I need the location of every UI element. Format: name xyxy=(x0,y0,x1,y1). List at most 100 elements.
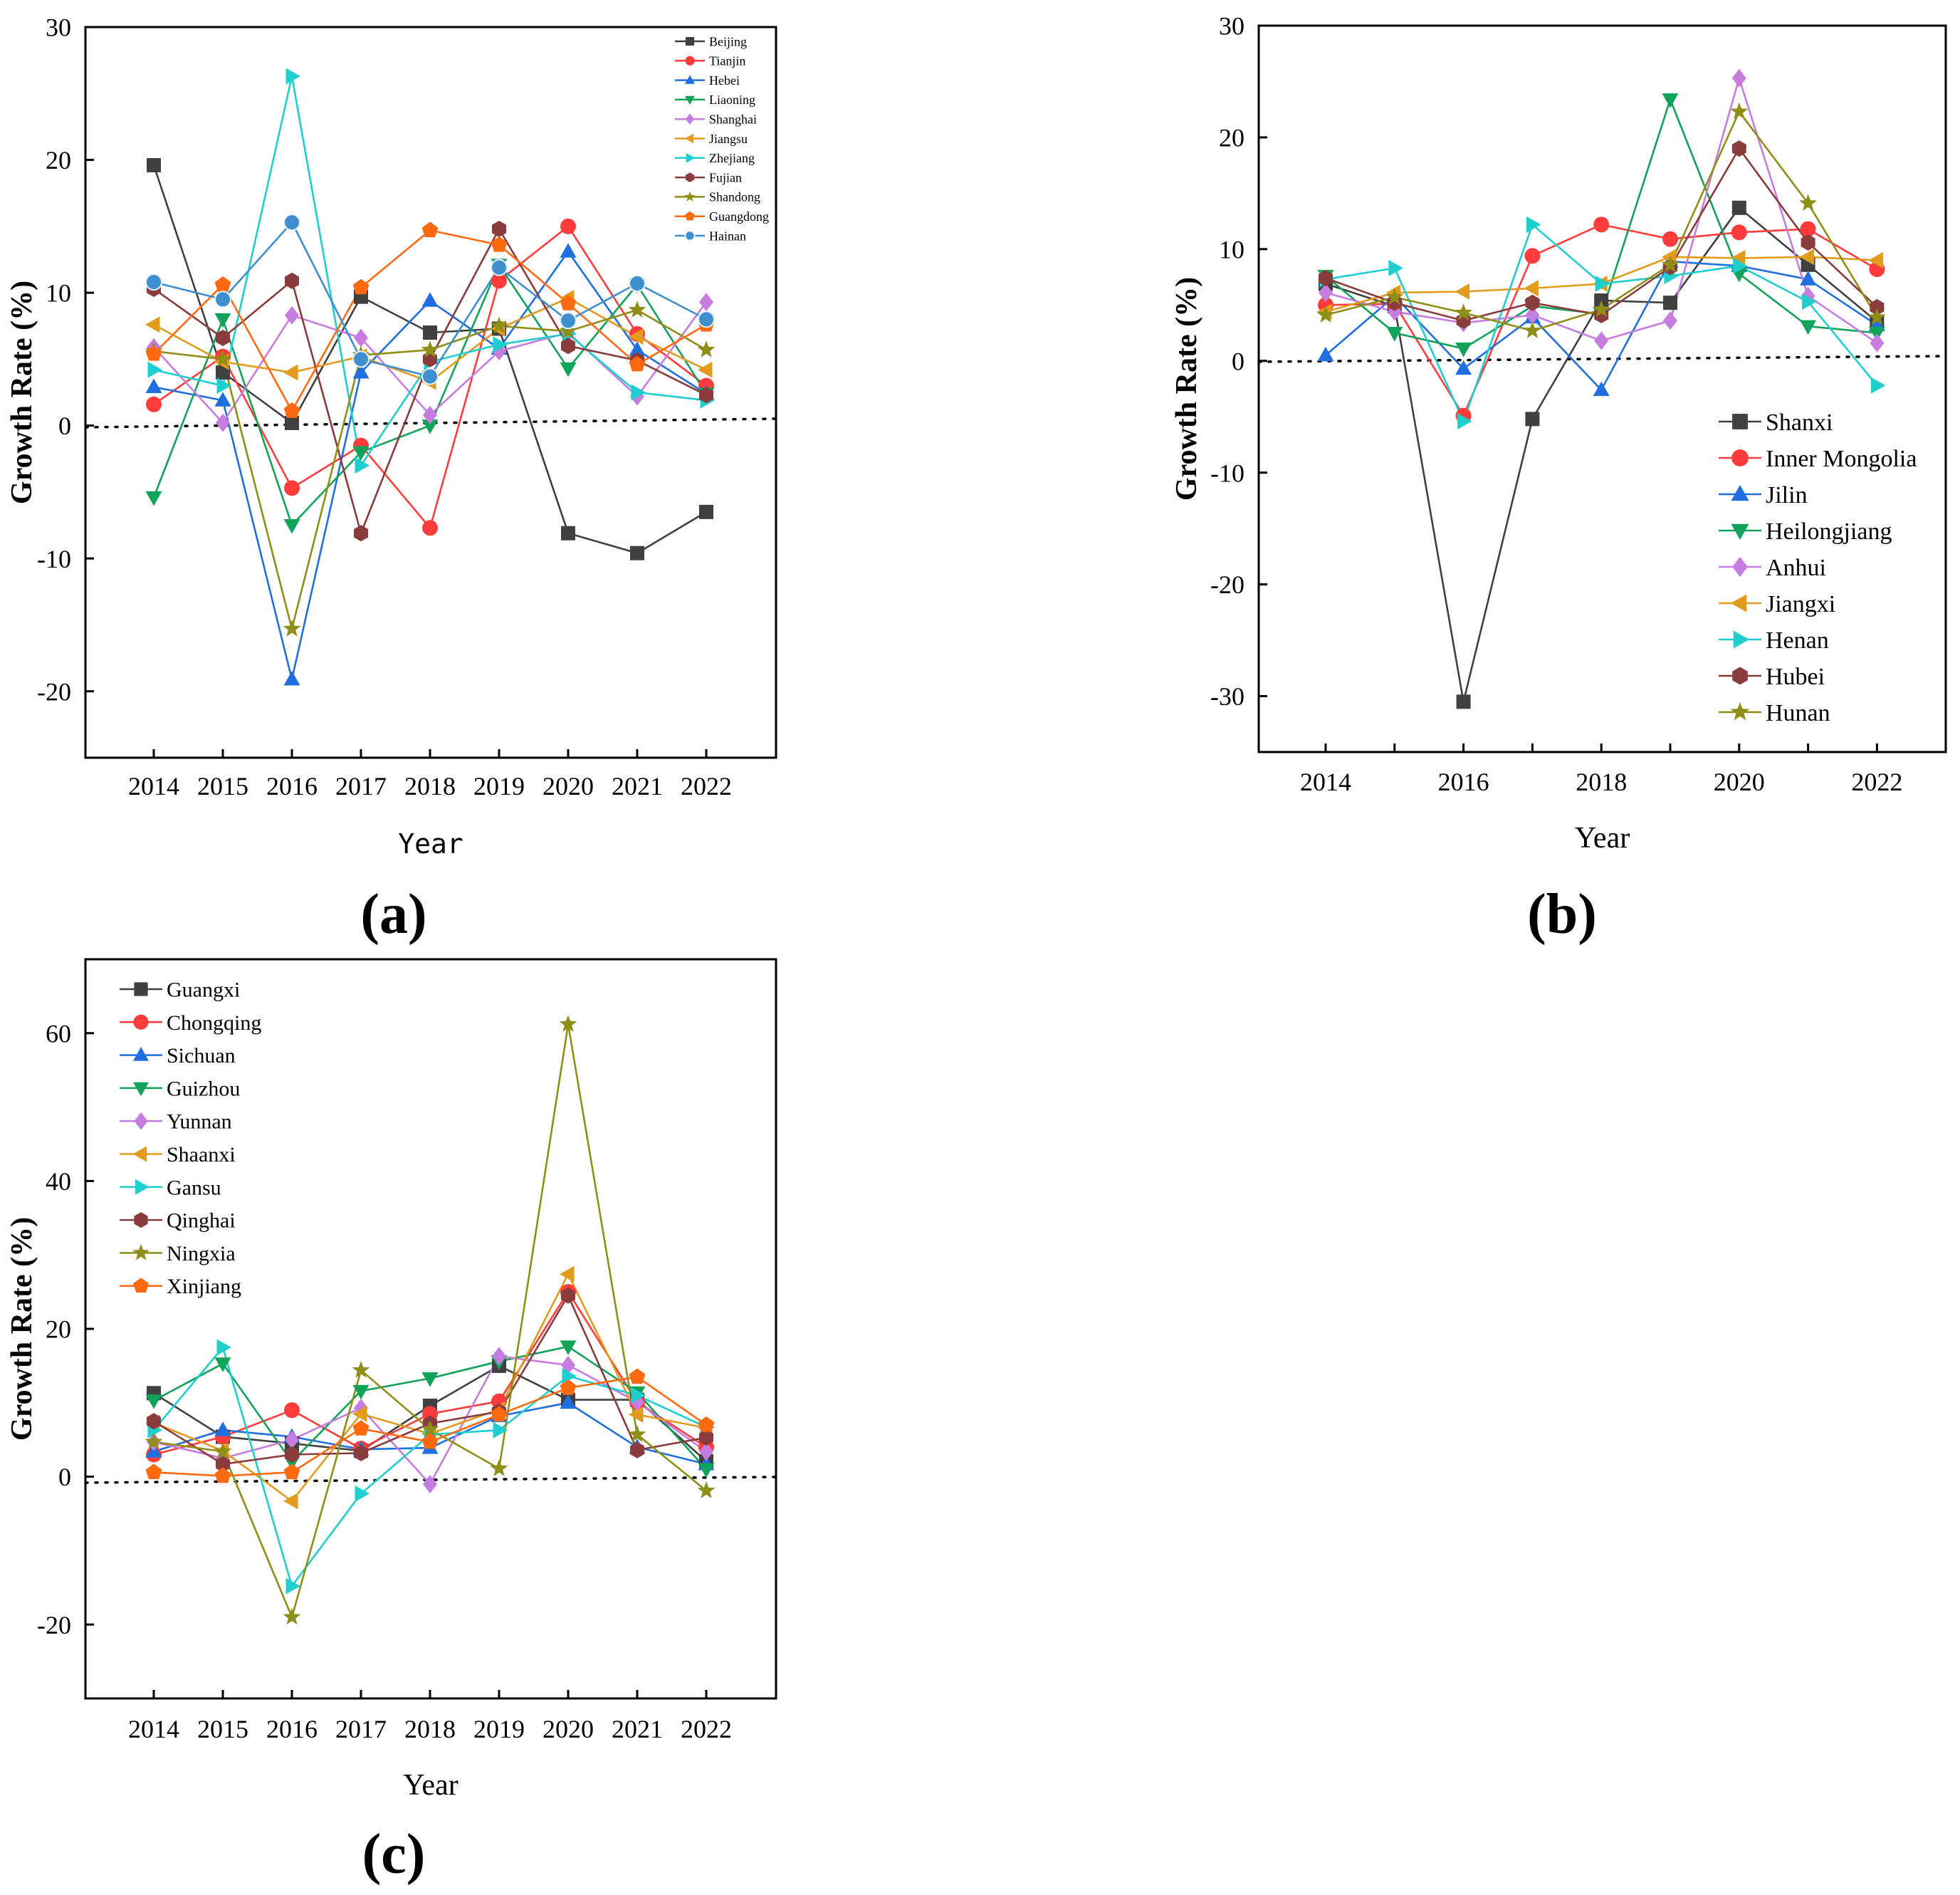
data-point-ningxia xyxy=(697,1481,716,1498)
data-point-guangdong xyxy=(629,355,646,372)
data-point-inner-mongolia xyxy=(1593,216,1610,233)
data-point-fujian xyxy=(216,330,230,346)
data-point-fujian xyxy=(699,387,713,404)
x-tick-label: 2014 xyxy=(1300,768,1351,796)
data-point-liaoning xyxy=(560,362,577,377)
legend-marker xyxy=(135,1179,150,1195)
data-point-shanghai xyxy=(285,306,299,325)
data-point-guangdong xyxy=(145,345,162,361)
data-point-guangdong xyxy=(352,278,370,295)
data-point-jiangsu xyxy=(145,316,160,333)
y-tick-label: 0 xyxy=(58,412,71,440)
data-point-gansu xyxy=(285,1577,300,1594)
x-tick-label: 2021 xyxy=(612,772,663,800)
y-tick-label: -10 xyxy=(37,545,71,573)
x-tick-label: 2018 xyxy=(1576,768,1627,796)
legend-marker xyxy=(686,172,694,182)
data-point-ningxia xyxy=(352,1361,370,1378)
data-point-heilongjiang xyxy=(1386,327,1403,342)
legend-marker xyxy=(685,95,695,105)
data-point-gansu xyxy=(562,1367,577,1384)
legend-marker xyxy=(1731,523,1749,541)
panel-c-chart: -20 0 20 40 60 2014 2015 2016 2017 2018 2019 2020 20… xyxy=(6,958,777,1886)
data-point-shaanxi xyxy=(352,1405,367,1422)
data-point-henan xyxy=(1526,216,1541,233)
legend-entry-label: Sichuan xyxy=(167,1044,236,1067)
x-tick-label: 2019 xyxy=(473,1715,525,1743)
data-point-qinghai xyxy=(699,1429,713,1446)
data-point-guizhou xyxy=(214,1357,231,1372)
legend-marker xyxy=(685,75,695,84)
data-point-shandong xyxy=(559,322,577,339)
data-point-chongqing xyxy=(284,1402,300,1419)
data-point-hubei xyxy=(1870,298,1885,315)
data-point-shandong xyxy=(421,340,439,357)
legend-marker xyxy=(684,133,694,144)
data-point-shanxi xyxy=(1663,296,1677,310)
data-point-hebei xyxy=(283,670,300,686)
data-point-zhejiang xyxy=(631,384,646,401)
legend-entry-label: Jiangsu xyxy=(709,132,748,146)
data-point-guangdong xyxy=(283,402,300,418)
series-line-hebei xyxy=(153,250,707,680)
x-tick-label: 2018 xyxy=(404,772,456,800)
legend-marker xyxy=(685,56,695,66)
data-point-zhejiang xyxy=(493,336,508,353)
data-point-qinghai xyxy=(354,1444,368,1461)
legend-entry-label: Zhejiang xyxy=(709,151,755,165)
legend-entry-label: Inner Mongolia xyxy=(1766,446,1917,472)
legend-marker xyxy=(132,1243,150,1260)
data-point-anhui xyxy=(1870,333,1885,353)
data-point-guangdong xyxy=(560,295,577,310)
data-point-jiangxi xyxy=(1524,280,1539,297)
data-point-hebei xyxy=(560,243,577,258)
data-point-gansu xyxy=(493,1421,508,1439)
legend-entry-label: Chongqing xyxy=(167,1011,261,1035)
data-point-liaoning xyxy=(283,519,300,534)
data-point-xinjiang xyxy=(629,1368,646,1384)
legend-entry-label: Beijing xyxy=(709,34,747,48)
data-point-shandong xyxy=(490,316,508,334)
data-point-inner-mongolia xyxy=(1800,221,1816,237)
data-point-ningxia xyxy=(490,1459,508,1476)
legend-marker xyxy=(684,230,696,241)
data-point-shanghai xyxy=(354,328,368,348)
data-point-hebei xyxy=(145,378,162,394)
data-point-xinjiang xyxy=(214,1467,231,1483)
data-point-fujian xyxy=(285,272,299,289)
x-tick-label: 2020 xyxy=(543,1715,594,1743)
data-point-guizhou xyxy=(560,1340,577,1355)
data-point-jiangxi xyxy=(1799,249,1815,266)
x-axis-title: Year xyxy=(398,828,463,860)
data-point-jiangsu xyxy=(283,364,298,381)
data-point-guizhou xyxy=(145,1394,162,1409)
data-point-xinjiang xyxy=(352,1420,370,1436)
legend-entry-label: Guizhou xyxy=(167,1077,240,1100)
legend-entry-label: Guangdong xyxy=(709,209,769,224)
data-point-henan xyxy=(1870,377,1886,394)
data-point-jiangsu xyxy=(698,361,713,378)
data-point-hunan xyxy=(1592,300,1610,318)
y-axis-title: Growth Rate (%) xyxy=(1170,277,1203,501)
data-point-hunan xyxy=(1661,255,1679,273)
data-point-beijing xyxy=(630,545,644,560)
data-point-hainan xyxy=(491,259,508,276)
data-point-shanxi xyxy=(1456,694,1471,709)
data-point-jilin xyxy=(1455,360,1472,375)
y-tick-label: -20 xyxy=(37,1611,71,1639)
data-point-liaoning xyxy=(421,419,439,434)
data-point-hunan xyxy=(1799,194,1817,211)
data-point-hunan xyxy=(1455,303,1472,320)
x-tick-label: 2016 xyxy=(1438,768,1489,796)
data-point-hubei xyxy=(1801,234,1815,251)
data-point-jiangsu xyxy=(629,328,644,345)
legend-entry-label: Fujian xyxy=(709,170,742,184)
data-point-inner-mongolia xyxy=(1731,224,1747,241)
data-point-xinjiang xyxy=(283,1463,300,1480)
data-point-tianjin xyxy=(422,520,438,536)
data-point-heilongjiang xyxy=(1455,343,1472,357)
data-point-anhui xyxy=(1525,306,1540,325)
data-point-beijing xyxy=(561,526,575,541)
x-tick-label: 2017 xyxy=(335,772,387,800)
legend-marker xyxy=(1732,556,1748,578)
